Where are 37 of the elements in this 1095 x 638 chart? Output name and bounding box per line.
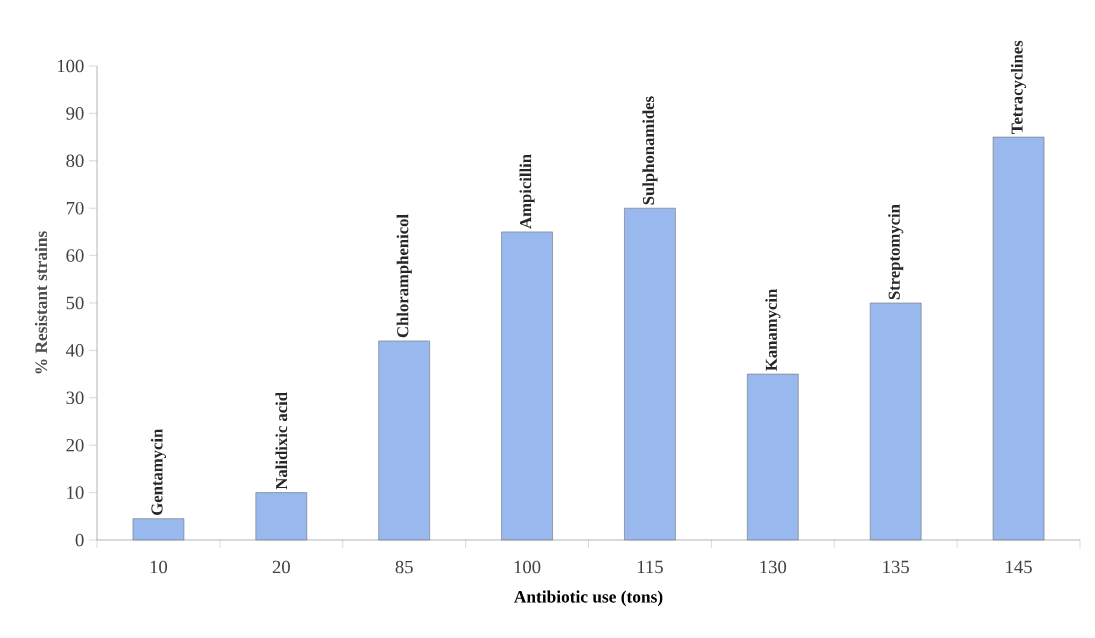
- y-tick-label: 90: [66, 107, 84, 120]
- bar: [869, 302, 922, 541]
- y-tick-label: 20: [66, 438, 84, 452]
- y-tick-label: 40: [65, 344, 84, 357]
- x-tick-label: 135: [883, 560, 909, 574]
- bar: [992, 136, 1045, 541]
- annotation: Chloramphenicol: [396, 214, 412, 338]
- annotation: Streptomycin: [888, 204, 904, 300]
- x-tick-label: 115: [637, 560, 663, 574]
- y-tick-label: 70: [66, 201, 84, 215]
- annotation: Sulphonamides: [642, 96, 658, 205]
- annotation: Ampicillin: [519, 154, 535, 229]
- annotation: Kanamycin: [765, 288, 781, 371]
- x-tick-label: 10: [150, 560, 168, 574]
- y-axis-title: % Resistant strains: [34, 231, 48, 374]
- x-tick-label: 100: [514, 560, 541, 574]
- annotation: Tetracyclines: [1010, 40, 1027, 134]
- y-tick-label: 60: [66, 249, 84, 262]
- bar: [255, 492, 308, 541]
- y-tick-label: 80: [66, 154, 84, 168]
- x-tick-label: 85: [395, 560, 413, 574]
- bar: [132, 518, 185, 541]
- y-tick-label: 30: [66, 391, 84, 405]
- annotation: Nalidixic acid: [275, 392, 288, 490]
- y-tick-label: 100: [57, 59, 84, 73]
- x-tick-label: 145: [1006, 560, 1032, 574]
- y-tick-label: 0: [75, 533, 84, 547]
- x-axis-title: Antibiotic use (tons): [514, 590, 663, 607]
- bar: [501, 231, 553, 541]
- bar: [378, 340, 430, 541]
- bar: [747, 373, 799, 541]
- x-tick-label: 20: [272, 560, 290, 574]
- bar: [624, 207, 676, 541]
- y-tick-label: 10: [67, 486, 84, 499]
- annotation: Gentamycin: [150, 428, 167, 515]
- x-tick-label: 130: [760, 560, 787, 574]
- y-tick-label: 50: [66, 296, 84, 310]
